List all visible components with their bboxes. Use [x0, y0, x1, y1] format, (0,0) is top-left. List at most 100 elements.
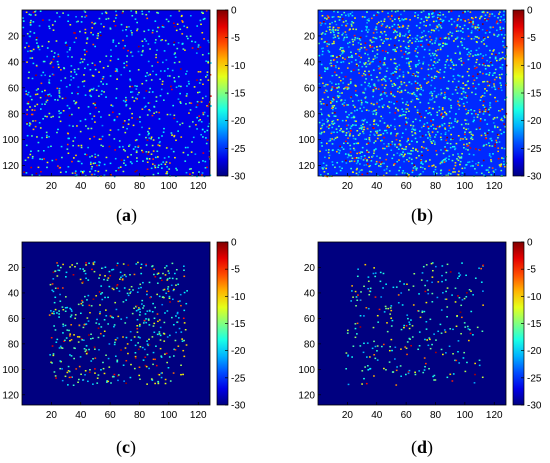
- heatmap-cell: [61, 287, 64, 289]
- y-tick-label: 80: [304, 109, 316, 120]
- heatmap-cell: [147, 60, 150, 63]
- heatmap-cell: [54, 270, 57, 272]
- heatmap-cell: [445, 157, 448, 159]
- heatmap-cell: [84, 153, 86, 155]
- heatmap-cell: [83, 324, 86, 326]
- heatmap-cell: [120, 276, 122, 279]
- heatmap-cell: [470, 38, 473, 40]
- heatmap-cell: [135, 12, 138, 14]
- heatmap-cell: [335, 172, 338, 175]
- heatmap-cell: [373, 152, 375, 155]
- heatmap-cell: [328, 157, 330, 159]
- heatmap-cell: [495, 59, 498, 62]
- heatmap-cell: [148, 127, 151, 130]
- heatmap-cell: [57, 165, 59, 167]
- heatmap-cell: [481, 110, 484, 113]
- heatmap-cell: [47, 40, 50, 43]
- heatmap-cell: [117, 129, 120, 131]
- heatmap-cell: [40, 170, 42, 173]
- heatmap-cell: [130, 91, 132, 93]
- heatmap-cell: [74, 102, 77, 105]
- heatmap-cell: [56, 60, 59, 63]
- heatmap-cell: [173, 22, 175, 25]
- heatmap-cell: [148, 158, 151, 160]
- heatmap-cell: [490, 174, 493, 177]
- heatmap-cell: [98, 277, 100, 279]
- heatmap-cell: [365, 78, 367, 80]
- heatmap-cell: [169, 380, 172, 382]
- heatmap-cell: [44, 95, 47, 97]
- heatmap-cell: [448, 11, 450, 13]
- heatmap-cell: [91, 21, 93, 24]
- heatmap-cell: [141, 10, 143, 13]
- heatmap-cell: [325, 164, 328, 167]
- heatmap-cell: [141, 126, 143, 129]
- heatmap-cell: [75, 73, 78, 76]
- heatmap-cell: [373, 133, 375, 136]
- heatmap-cell: [466, 292, 468, 294]
- heatmap-cell: [134, 18, 137, 20]
- heatmap-cell: [353, 124, 355, 126]
- heatmap-cell: [347, 153, 350, 156]
- heatmap-cell: [473, 110, 476, 112]
- heatmap-cell: [501, 68, 504, 70]
- heatmap-cell: [432, 164, 435, 167]
- heatmap-cell: [451, 80, 454, 83]
- heatmap-cell: [467, 161, 469, 164]
- heatmap-cell: [459, 53, 461, 55]
- heatmap-cell: [353, 106, 356, 108]
- heatmap-cell: [371, 46, 374, 48]
- heatmap-cell: [460, 30, 462, 32]
- heatmap-cell: [492, 26, 494, 28]
- heatmap-cell: [336, 61, 339, 63]
- heatmap-cell: [356, 37, 359, 40]
- heatmap-cell: [329, 62, 331, 65]
- heatmap-cell: [207, 79, 210, 81]
- heatmap-cell: [65, 41, 67, 44]
- heatmap-cell: [358, 38, 361, 40]
- heatmap-cell: [461, 316, 463, 319]
- heatmap-cell: [92, 162, 95, 165]
- heatmap-cell: [465, 163, 468, 166]
- heatmap-cell: [368, 138, 371, 141]
- heatmap-cell: [477, 24, 480, 26]
- heatmap-cell: [339, 149, 341, 152]
- heatmap-cell: [405, 325, 408, 327]
- heatmap-cell: [415, 169, 418, 171]
- heatmap-cell: [127, 352, 129, 355]
- heatmap-cell: [48, 314, 51, 316]
- heatmap-cell: [496, 20, 498, 23]
- heatmap-cell: [70, 79, 72, 81]
- heatmap-cell: [443, 122, 446, 125]
- heatmap-cell: [327, 149, 330, 151]
- heatmap-cell: [499, 165, 502, 167]
- heatmap-cell: [392, 72, 394, 74]
- heatmap-cell: [208, 103, 210, 105]
- heatmap-cell: [113, 324, 116, 326]
- heatmap-cell: [362, 123, 364, 126]
- heatmap-cell: [74, 32, 76, 34]
- heatmap-cell: [145, 40, 148, 42]
- heatmap-cell: [60, 69, 62, 71]
- heatmap-cell: [374, 109, 376, 112]
- heatmap-cell: [350, 125, 353, 127]
- heatmap-cell: [152, 173, 155, 176]
- heatmap-cell: [435, 150, 437, 152]
- heatmap-cell: [46, 166, 48, 169]
- heatmap-cell: [336, 87, 338, 89]
- heatmap-cell: [457, 30, 460, 32]
- heatmap-cell: [419, 173, 422, 175]
- heatmap-cell: [481, 95, 484, 97]
- heatmap-cell: [356, 109, 358, 111]
- heatmap-cell: [434, 136, 437, 138]
- heatmap-cell: [160, 39, 162, 42]
- heatmap-cell: [430, 84, 432, 87]
- heatmap-cell: [421, 31, 423, 34]
- heatmap-cell: [30, 98, 33, 101]
- heatmap-cell: [434, 42, 436, 44]
- heatmap-cell: [325, 40, 328, 43]
- heatmap-cell: [457, 135, 460, 137]
- heatmap-cell: [57, 53, 60, 56]
- heatmap-cell: [332, 37, 335, 39]
- heatmap-cell: [486, 80, 489, 83]
